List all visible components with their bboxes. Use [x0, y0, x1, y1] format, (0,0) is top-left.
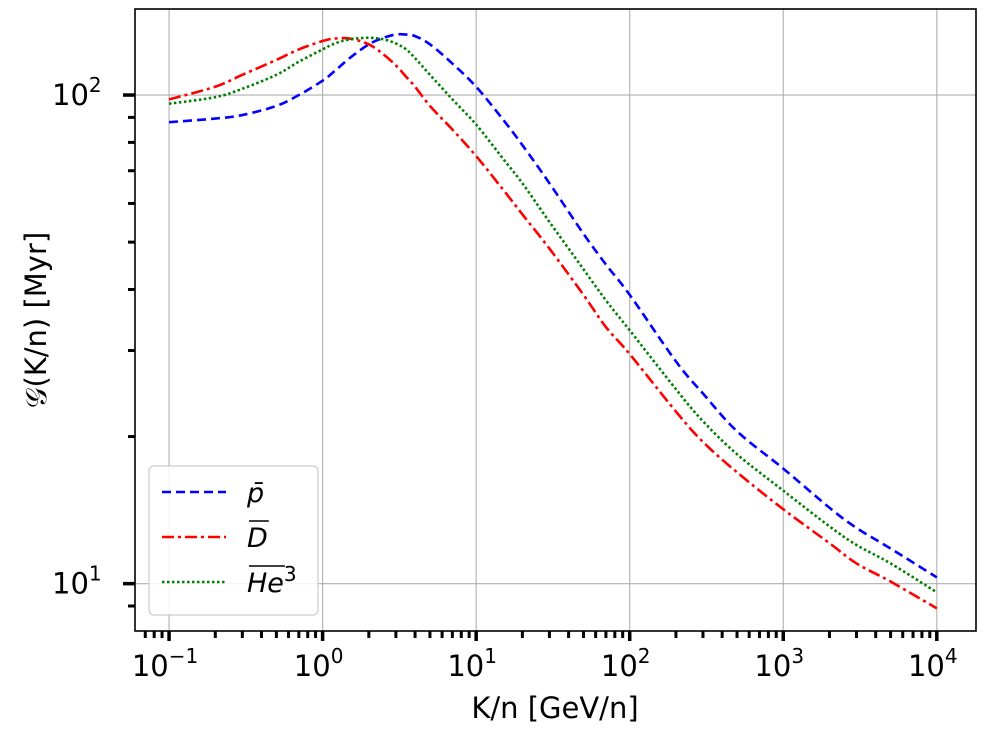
legend-label-2: D: [247, 523, 268, 554]
legend-label-main: p̄: [246, 478, 264, 509]
series-lines: [168, 32, 938, 610]
y-axis-label: 𝒢(K/n) [Myr]: [19, 232, 53, 408]
legend-label-main: D: [247, 523, 268, 554]
y-tick-exponent: 1: [89, 562, 102, 586]
legend-label-3: He3: [247, 562, 297, 599]
y-tick-exponent: 2: [89, 73, 102, 97]
x-tick-exponent: 4: [945, 644, 958, 668]
x-tick-base: 10: [754, 649, 791, 683]
legend-box: [148, 465, 319, 616]
x-tick-base: 10: [132, 649, 169, 683]
x-tick-label: 100: [294, 644, 344, 683]
legend-label-1: p̄: [246, 478, 264, 509]
x-axis-label: K/n [GeV/n]: [471, 691, 638, 725]
x-tick-label: 10−1: [132, 644, 198, 683]
x-tick-exponent: −1: [169, 644, 198, 668]
x-tick-exponent: 2: [638, 644, 651, 668]
x-tick-exponent: 0: [331, 644, 344, 668]
y-tick-base: 10: [52, 567, 89, 601]
axis-ticks: [123, 93, 939, 641]
legend-label-main: He: [247, 568, 284, 599]
legend: p̄ D He3: [148, 465, 319, 616]
y-tick-base: 10: [52, 78, 89, 112]
axes-frame: [134, 8, 977, 632]
legend-label-sup: 3: [284, 562, 297, 586]
x-tick-label: 103: [754, 644, 804, 683]
x-tick-label: 101: [447, 644, 497, 683]
x-tick-exponent: 3: [791, 644, 804, 668]
x-tick-base: 10: [601, 649, 638, 683]
x-tick-exponent: 1: [484, 644, 497, 668]
x-tick-label: 104: [908, 644, 958, 683]
x-tick-base: 10: [447, 649, 484, 683]
y-tick-label: 102: [52, 73, 102, 112]
series-line-1: [168, 32, 938, 579]
y-tick-label: 101: [52, 562, 102, 601]
x-tick-label: 102: [601, 644, 651, 683]
x-tick-base: 10: [294, 649, 331, 683]
x-tick-base: 10: [908, 649, 945, 683]
series-line-2: [168, 36, 938, 610]
